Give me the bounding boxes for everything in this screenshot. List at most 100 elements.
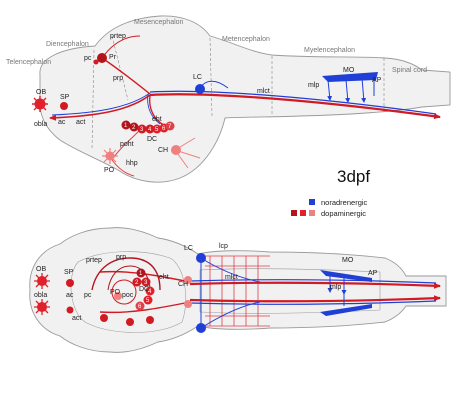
dorsal-dc-1: [136, 268, 146, 278]
lateral-dc-2: [129, 122, 139, 132]
divider-tel-di: [91, 49, 95, 151]
dorsal-ch-neuron-lower: [184, 300, 192, 308]
dorsal-lcp-ladder: [205, 255, 270, 327]
lateral-forebrain-tract-blue: [51, 92, 151, 116]
dorsal-dc-3-number: 3: [144, 280, 148, 286]
lateral-po-star: [102, 148, 118, 164]
dorsal-dc-6-number: 6: [138, 304, 142, 310]
lateral-label-prp: prp: [113, 75, 123, 82]
dorsal-label-lc: LC: [184, 245, 193, 252]
dorsal-po-neuron: [114, 292, 122, 300]
lateral-label-pr: Pr: [109, 54, 117, 61]
region-myelencephalon: Myelencephalon: [304, 47, 355, 54]
dorsal-dc-5: [143, 295, 153, 305]
lateral-hhp-tract: [111, 159, 135, 177]
lateral-dc-6-number: 6: [162, 126, 166, 132]
dorsal-label-obla: obla: [34, 292, 47, 299]
lateral-mlct-blue-tract: [149, 90, 437, 115]
dorsal-label-po: PO: [110, 289, 121, 296]
dorsal-dc-2: [132, 277, 142, 287]
region-diencephalon: Diencephalon: [46, 41, 89, 48]
dorsal-ch-neuron-upper: [184, 276, 192, 284]
lateral-pr-neuron: [97, 53, 107, 63]
dorsal-poc-ring: [111, 279, 137, 305]
dorsal-lc-neuron-upper: [196, 253, 206, 263]
region-mesencephalon: Mesencephalon: [134, 19, 184, 26]
dorsal-label-dc: DC: [139, 286, 149, 293]
dorsal-ob-star-lower: [34, 299, 50, 315]
dorsal-pc-neuron: [100, 314, 108, 322]
legend-dopaminergic-swatch-mid: [300, 210, 306, 216]
dorsal-view: 1 2 3 4 5 6 OB obla SP ac pc act prtep p…: [29, 227, 447, 353]
legend: noradrenergic dopaminergic: [291, 198, 368, 218]
lateral-label-ob: OB: [36, 89, 46, 96]
dorsal-lc-lower-converge: [200, 301, 261, 329]
divider-di-mes: [111, 35, 129, 101]
dorsal-forebrain-tract-lower: [99, 301, 191, 314]
lateral-dc-3: [137, 124, 147, 134]
dorsal-sp-neuron: [66, 279, 74, 287]
dorsal-upper-tract-red: [189, 281, 441, 289]
dorsal-label-sp: SP: [64, 269, 74, 276]
dorsal-label-ap: AP: [368, 270, 378, 277]
lateral-pc-neuron: [93, 59, 99, 65]
dorsal-lower-tract-blue: [189, 300, 437, 305]
lateral-label-dc: DC: [147, 136, 157, 143]
lateral-dc-5-number: 5: [155, 127, 159, 133]
lateral-label-lc: LC: [193, 74, 202, 81]
lateral-lc-neuron: [195, 84, 205, 94]
dorsal-dc-1-number: 1: [139, 271, 143, 277]
lateral-mo-ap-complex: [322, 72, 378, 82]
lateral-label-ap: AP: [372, 77, 382, 84]
lateral-sp-neuron: [60, 102, 68, 110]
lateral-prp-tract: [101, 57, 151, 95]
lateral-label-ch: CH: [158, 147, 168, 154]
lateral-label-poht: poht: [120, 141, 134, 148]
lateral-label-mlct: mlct: [257, 88, 270, 95]
dorsal-dc-5-number: 5: [146, 298, 150, 304]
lateral-label-hhp: hhp: [126, 160, 138, 167]
dorsal-extra-neuron: [146, 316, 154, 324]
legend-dopaminergic-swatch-light: [309, 210, 315, 216]
dorsal-pr-neuron: [126, 318, 134, 326]
lateral-dc-tract-blue: [147, 93, 161, 125]
dorsal-mo-ap-lower: [320, 304, 372, 316]
lateral-dc-7: [165, 121, 175, 131]
lateral-mlp-line-1: [327, 79, 333, 101]
lateral-mlp-line-2: [345, 79, 351, 103]
dorsal-label-pc: pc: [84, 292, 92, 299]
dorsal-dc-4: [145, 286, 155, 296]
lateral-dc-7-number: 7: [168, 124, 172, 130]
dorsal-label-mo: MO: [342, 257, 354, 264]
lateral-ch-neuron: [171, 145, 181, 155]
lateral-label-obla: obla: [34, 121, 47, 128]
dorsal-dc-6: [135, 301, 145, 311]
dorsal-label-ob: OB: [36, 266, 46, 273]
dorsal-dc-2-number: 2: [135, 280, 139, 286]
dorsal-lower-tract-red: [189, 295, 441, 303]
dorsal-inner-hindbrain: [199, 268, 381, 314]
lateral-label-pc: pc: [84, 55, 92, 62]
lateral-label-po: PO: [104, 167, 115, 174]
lateral-mlp-line-3: [361, 77, 367, 103]
lateral-dc-5: [152, 124, 162, 134]
dorsal-sp-neuron-lower: [66, 306, 74, 314]
dorsal-label-ac: ac: [66, 292, 74, 299]
lateral-view: Telencephalon Diencephalon Mesencephalon…: [6, 15, 451, 183]
dorsal-label-poc: poc: [122, 292, 134, 299]
dorsal-label-eht: eht: [159, 274, 169, 281]
lateral-forebrain-tract-red: [49, 94, 151, 121]
dorsal-dc-3: [141, 277, 151, 287]
lateral-brain-outline: [39, 15, 451, 183]
lateral-ob-star: [32, 96, 48, 112]
dorsal-label-mlp: mlp: [330, 284, 341, 291]
lateral-label-eht: eht: [152, 116, 162, 123]
dorsal-lc-neuron-lower: [196, 323, 206, 333]
lateral-label-ac: ac: [58, 119, 66, 126]
legend-noradrenergic-label: noradrenergic: [321, 198, 368, 207]
region-telencephalon: Telencephalon: [6, 59, 51, 66]
dorsal-label-prp: prp: [116, 254, 126, 261]
lateral-label-prtep: prtep: [110, 33, 126, 40]
lateral-label-act: act: [76, 119, 85, 126]
